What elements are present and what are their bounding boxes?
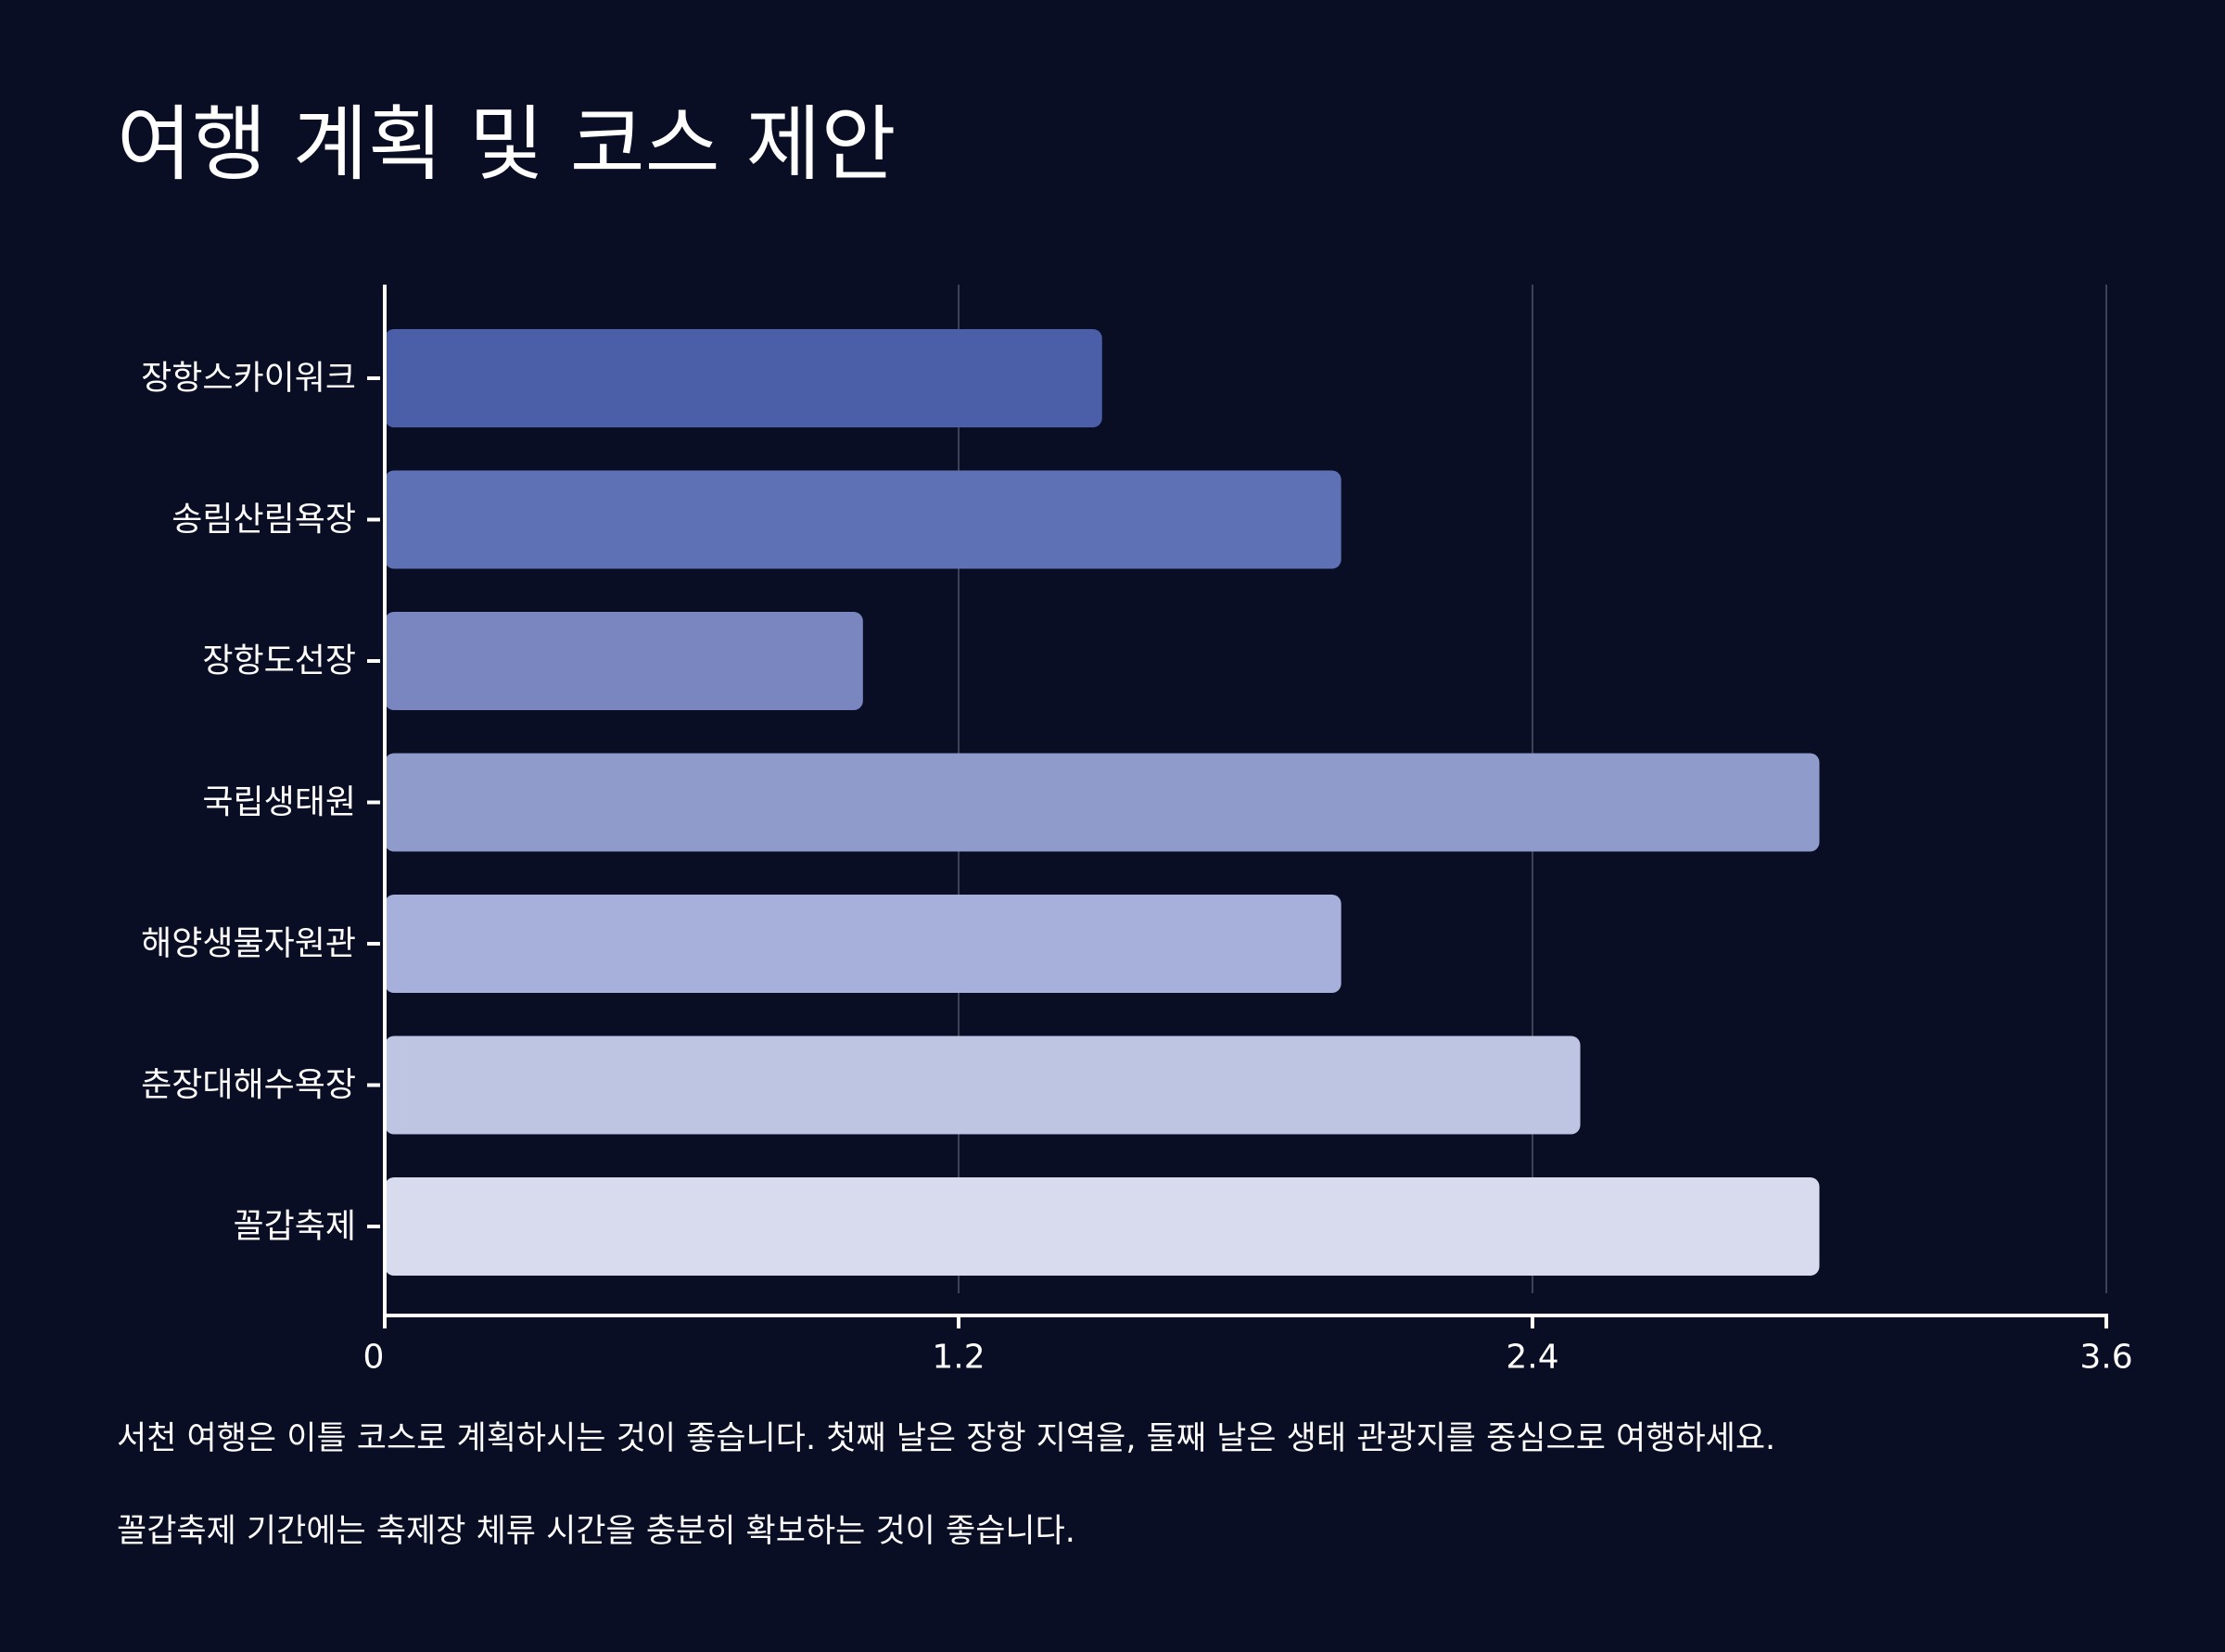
bar-5 <box>385 895 1341 993</box>
bar-6 <box>385 1036 1581 1135</box>
festival-note: 꼴갑축제 기간에는 축제장 체류 시간을 충분히 확보하는 것이 좋습니다. <box>117 1513 1075 1550</box>
recommendation-note: 서천 여행은 이틀 코스로 계획하시는 것이 좋습니다. 첫째 날은 장항 지역… <box>117 1420 1776 1457</box>
y-tick-label-1: 장항스카이워크 <box>141 360 356 398</box>
axes <box>367 285 2108 1328</box>
bar-4 <box>385 753 1820 852</box>
bar-3 <box>385 612 863 710</box>
tick-labels: 장항스카이워크송림산림욕장장항도선장국립생태원해양생물자원관춘장대해수욕장꼴갑축… <box>141 360 2132 1377</box>
x-tick-label-1: 1.2 <box>932 1339 985 1377</box>
bars <box>385 329 1820 1276</box>
y-tick-label-3: 장항도선장 <box>202 642 356 680</box>
x-tick-label-3: 3.6 <box>2079 1339 2132 1377</box>
bar-7 <box>385 1177 1820 1276</box>
y-tick-label-2: 송림산림욕장 <box>172 501 356 539</box>
y-tick-label-7: 꼴갑축제 <box>234 1208 356 1246</box>
page-title: 여행 계획 및 코스 제안 <box>117 96 896 192</box>
bar-1 <box>385 329 1102 427</box>
bar-2 <box>385 470 1341 569</box>
x-tick-label-2: 2.4 <box>1506 1339 1558 1377</box>
y-tick-label-5: 해양생물자원관 <box>141 925 356 963</box>
y-tick-label-4: 국립생태원 <box>202 783 356 821</box>
x-tick-label-0: 0 <box>363 1339 385 1377</box>
y-tick-label-6: 춘장대해수욕장 <box>141 1066 356 1104</box>
